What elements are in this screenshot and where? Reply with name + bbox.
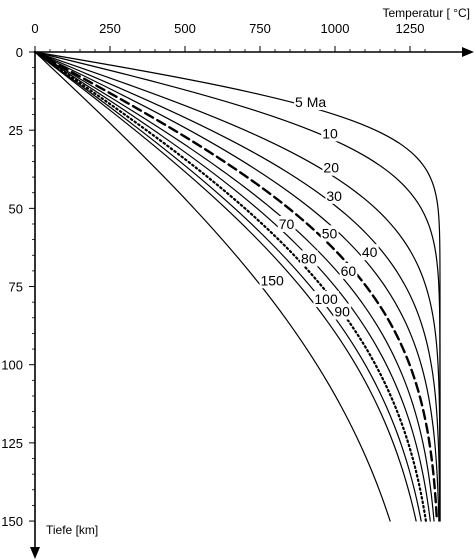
x-tick-label: 1000 (321, 21, 350, 36)
x-tick-label: 750 (249, 21, 271, 36)
x-tick-label: 1250 (396, 21, 425, 36)
geotherm-curve-60 (34, 51, 435, 522)
curve-label-40: 40 (362, 244, 378, 260)
y-tick-label: 0 (16, 45, 23, 60)
curve-label-bg (259, 272, 286, 289)
curve-label-bg (360, 244, 379, 261)
geotherm-curve-40 (34, 51, 440, 522)
geotherm-curve-10 (34, 51, 441, 522)
curve-label-bg (325, 187, 344, 204)
y-tick-label: 75 (9, 280, 23, 295)
curves (33, 50, 441, 523)
geotherm-curve-70 (34, 51, 431, 522)
curve-label-bg (320, 225, 339, 242)
geotherm-curve-30 (34, 51, 441, 522)
curve-label-10: 10 (322, 125, 338, 141)
curve-label-bg (277, 215, 296, 232)
geotherm-curve-50 (33, 50, 439, 523)
curve-label-bg (339, 262, 358, 279)
curve-label-100: 100 (314, 291, 338, 307)
geotherm-curve-80 (33, 50, 428, 523)
curve-label-150: 150 (260, 272, 284, 288)
curve-label-bg (300, 250, 318, 267)
y-tick-label: 150 (1, 514, 23, 529)
axes: 0 250 500 750 1000 1250 0 25 50 75 100 125 150 (1, 21, 474, 559)
curve-label-bg (313, 291, 339, 308)
curve-label-20: 20 (323, 160, 339, 176)
geotherm-curve-5 (34, 51, 441, 522)
curve-label-bg (333, 303, 352, 320)
curve-label-90: 90 (334, 304, 350, 320)
curve-label-70: 70 (279, 216, 295, 232)
x-axis-title: Temperatur [ °C] (383, 6, 471, 20)
curve-label-bg (322, 159, 341, 176)
geotherm-curve-100 (34, 51, 417, 522)
geotherm-curve-90 (34, 51, 422, 522)
y-axis-arrow (30, 547, 40, 559)
curve-label-80: 80 (301, 250, 317, 266)
curve-label-bg (294, 94, 328, 111)
curve-label-30: 30 (326, 188, 342, 204)
y-tick-label: 50 (9, 201, 23, 216)
x-tick-label: 250 (99, 21, 121, 36)
y-axis-title: Tiefe [km] (46, 523, 98, 537)
y-tick-label: 100 (1, 358, 23, 373)
x-axis-arrow (462, 47, 474, 57)
curve-label-50: 50 (322, 225, 338, 241)
curve-label-5: 5 Ma (295, 94, 326, 110)
geotherm-curve-20 (34, 51, 441, 522)
geotherm-curve-150 (34, 51, 391, 522)
y-tick-label: 25 (9, 123, 23, 138)
x-tick-label: 500 (174, 21, 196, 36)
y-tick-label: 125 (1, 436, 23, 451)
x-tick-label: 0 (31, 21, 38, 36)
curve-label-60: 60 (341, 263, 357, 279)
curve-label-bg (321, 125, 339, 142)
